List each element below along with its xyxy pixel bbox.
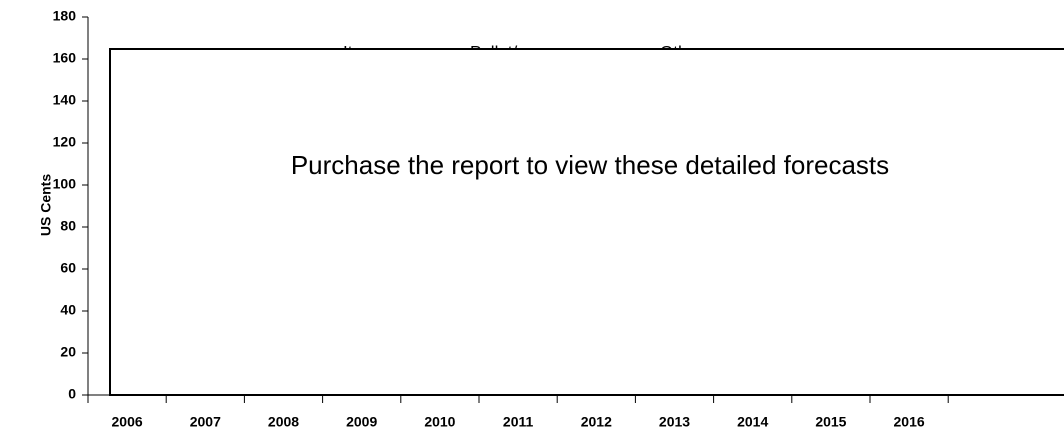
x-tick-label: 2013 xyxy=(659,414,690,430)
y-tick-label: 100 xyxy=(53,176,77,192)
x-tick-label: 2014 xyxy=(737,414,768,430)
y-tick-label: 160 xyxy=(53,50,77,66)
x-tick-label: 2009 xyxy=(346,414,377,430)
y-axis-label: US Cents xyxy=(38,174,54,236)
overlay-box xyxy=(109,48,1064,396)
y-tick-label: 120 xyxy=(53,134,77,150)
x-tick-label: 2010 xyxy=(424,414,455,430)
x-tick-label: 2007 xyxy=(190,414,221,430)
y-tick-label: 60 xyxy=(60,260,76,276)
x-tick-label: 2012 xyxy=(581,414,612,430)
y-tick-label: 40 xyxy=(60,302,76,318)
y-tick-label: 0 xyxy=(68,386,76,402)
y-tick-label: 140 xyxy=(53,92,77,108)
y-tick-label: 180 xyxy=(53,8,77,24)
x-tick-label: 2015 xyxy=(815,414,846,430)
x-tick-label: 2011 xyxy=(503,414,534,430)
x-tick-label: 2006 xyxy=(112,414,143,430)
y-tick-label: 80 xyxy=(60,218,76,234)
x-tick-label: 2016 xyxy=(894,414,925,430)
x-tick-label: 2008 xyxy=(268,414,299,430)
overlay-text: Purchase the report to view these detail… xyxy=(291,150,889,180)
y-tick-label: 20 xyxy=(60,344,76,360)
